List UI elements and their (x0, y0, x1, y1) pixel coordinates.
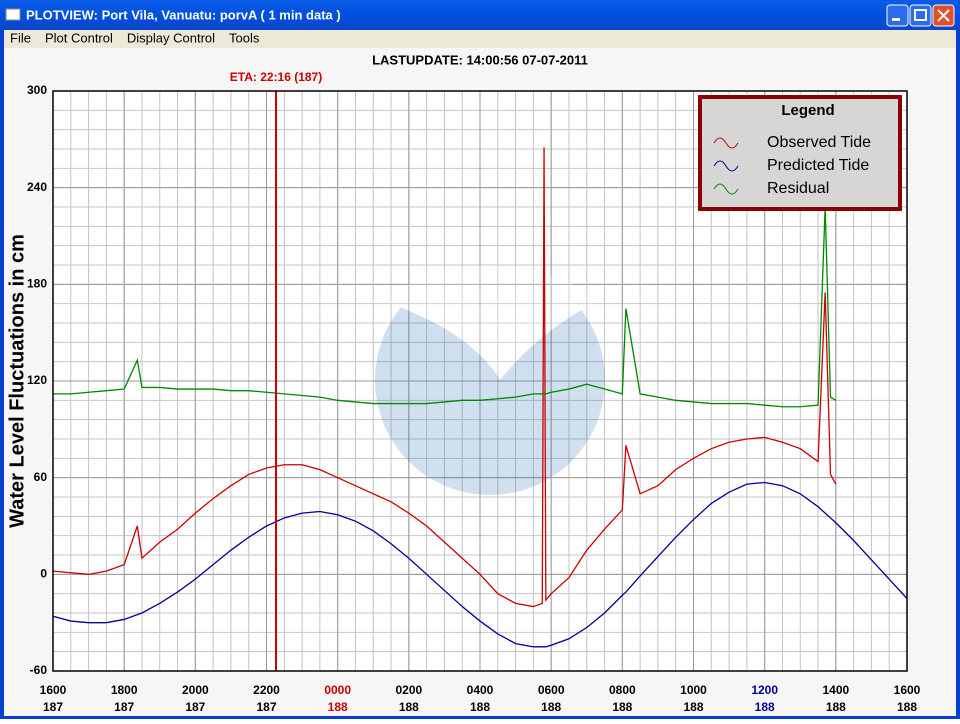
x-tick-day: 188 (755, 700, 775, 714)
legend-label: Residual (767, 180, 829, 197)
menu-item[interactable]: Display Control (127, 30, 215, 45)
eta-label: ETA: 22:16 (187) (230, 70, 322, 84)
legend-title: Legend (781, 102, 834, 119)
x-tick-day: 187 (256, 700, 276, 714)
series-line (53, 206, 837, 408)
y-tick-label: 180 (27, 277, 47, 291)
x-tick-day: 187 (43, 700, 63, 714)
app-icon (5, 8, 21, 21)
x-tick-label: 1000 (680, 683, 707, 697)
menu-bar (4, 30, 956, 48)
maximize-button[interactable] (909, 4, 932, 27)
x-tick-label: 0800 (609, 683, 636, 697)
x-tick-day: 188 (399, 700, 419, 714)
window-title: PLOTVIEW: Port Vila, Vanuatu: porvA ( 1 … (26, 7, 341, 22)
legend-icon (713, 137, 739, 149)
legend-icon (713, 183, 739, 195)
series-line (52, 481, 908, 648)
watermark-disc (375, 265, 605, 495)
x-tick-day: 188 (470, 700, 490, 714)
x-tick-label: 2200 (253, 683, 280, 697)
legend-label: Predicted Tide (767, 157, 869, 174)
y-tick-label: 60 (34, 470, 48, 484)
legend-label: Observed Tide (767, 134, 871, 151)
x-tick-day: 188 (897, 700, 917, 714)
x-tick-label: 0400 (467, 683, 494, 697)
maximize-icon (914, 9, 927, 21)
x-tick-label: 2000 (182, 683, 209, 697)
x-tick-day: 188 (612, 700, 632, 714)
legend: Observed Tide Predicted Tide Residual (713, 134, 871, 197)
legend-icon (713, 160, 739, 172)
x-tick-label: 0600 (538, 683, 565, 697)
minimize-icon (892, 18, 900, 21)
menu-item[interactable]: Plot Control (45, 30, 113, 45)
x-tick-label: 1200 (751, 683, 778, 697)
y-axis-label: Water Level Fluctuations in cm (6, 234, 28, 528)
x-tick-label: 1400 (822, 683, 849, 697)
x-tick-day: 188 (826, 700, 846, 714)
y-tick-label: 300 (27, 83, 47, 97)
x-tick-label: 1800 (111, 683, 138, 697)
last-update: LASTUPDATE: 14:00:56 07-07-2011 (372, 52, 588, 67)
x-tick-label: 1600 (894, 683, 921, 697)
y-tick-label: -60 (30, 663, 48, 677)
y-tick-label: 240 (27, 180, 47, 194)
x-tick-day: 188 (541, 700, 561, 714)
plot-border (52, 90, 908, 672)
x-tick-day: 188 (683, 700, 703, 714)
x-tick-label: 0000 (324, 683, 351, 697)
series-line (52, 147, 837, 608)
x-tick-day: 188 (328, 700, 348, 714)
close-icon (937, 9, 950, 22)
title-bar (0, 0, 960, 30)
x-tick-day: 187 (185, 700, 205, 714)
x-tick-label: 1600 (40, 683, 67, 697)
x-tick-label: 0200 (395, 683, 422, 697)
marks (52, 91, 908, 671)
y-tick-label: 0 (40, 567, 47, 581)
x-tick-day: 187 (114, 700, 134, 714)
minimize-button[interactable] (886, 4, 909, 27)
y-tick-label: 120 (27, 373, 47, 387)
watermark (375, 265, 605, 495)
menu-item[interactable]: Tools (229, 30, 260, 45)
menu-item[interactable]: File (10, 30, 31, 45)
legend-box (698, 95, 902, 211)
